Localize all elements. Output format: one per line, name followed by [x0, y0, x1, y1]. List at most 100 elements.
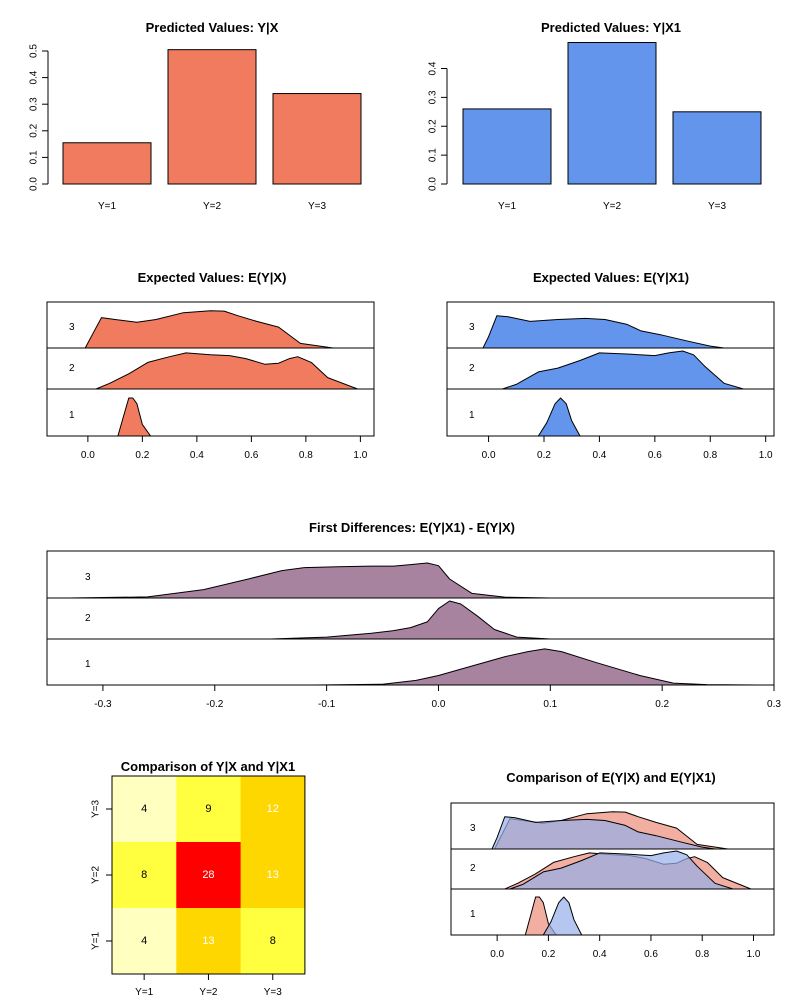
- column-label: Y=1: [135, 987, 154, 998]
- y-tick-label: 0.1: [428, 148, 439, 162]
- x-tick-label: 0.6: [244, 450, 258, 461]
- x-tick-label: 0.0: [81, 450, 95, 461]
- y-tick-label: 0.0: [29, 177, 40, 191]
- table-cell: [240, 908, 306, 975]
- panel-expected-values-y-x: Expected Values: E(Y|X) 3 2 1 0.0 0.2 0.4 0.6 0…: [46, 270, 375, 461]
- y-tick-label: 0.4: [428, 61, 439, 75]
- x-tick-label: 0.0: [432, 699, 446, 710]
- row-label: Y=1: [91, 932, 102, 951]
- ridge-chart-first-differences: 3 2 1 -0.3 -0.2 -0.1 0.0 0.1 0.2 0.3: [46, 550, 781, 710]
- x-category-label: Y=1: [498, 201, 517, 212]
- ridge-label: 3: [69, 322, 75, 333]
- ridge-label: 1: [69, 410, 75, 421]
- density-area-y-x1: [509, 850, 734, 890]
- row-label: Y=2: [91, 866, 102, 885]
- y-tick-label: 0.2: [428, 119, 439, 133]
- x-tick-label: 0.1: [543, 699, 557, 710]
- table-cell: [176, 842, 242, 909]
- y-tick-label: 0.0: [428, 177, 439, 191]
- density-area: [501, 350, 744, 390]
- panel-comparison-table: Comparison of Y|X and Y|X1 4 9 12 8 28 13 4 13 8…: [91, 759, 306, 998]
- density-area: [270, 600, 551, 640]
- chart-title: Comparison of E(Y|X) and E(Y|X1): [506, 770, 716, 785]
- x-tick-label: 0.2: [655, 699, 669, 710]
- heatmap-comparison: 4 9 12 8 28 13 4 13 8 Y=1 Y=2 Y=3 Y=3 Y=2 Y=1: [91, 775, 306, 998]
- density-area: [117, 397, 152, 437]
- cell-value: 13: [202, 935, 214, 947]
- chart-title: Comparison of Y|X and Y|X1: [121, 759, 295, 774]
- density-area: [537, 397, 581, 437]
- ridge-label: 3: [469, 322, 475, 333]
- bar: [462, 108, 552, 185]
- panel-first-differences: First Differences: E(Y|X1) - E(Y|X) 3 2 1 -…: [46, 520, 781, 710]
- ridge-label: 2: [469, 363, 475, 374]
- table-cell: [176, 776, 242, 843]
- cell-value: 4: [141, 935, 147, 947]
- x-category-label: Y=1: [98, 201, 117, 212]
- x-tick-label: 0.2: [541, 949, 555, 960]
- density-area: [482, 315, 725, 349]
- bar-chart-y-x: 0.0 0.1 0.2 0.3 0.4 0.5 Y=1 Y=2 Y=3: [29, 44, 362, 212]
- table-cell: [112, 908, 177, 975]
- x-tick-label: 0.0: [482, 450, 496, 461]
- x-tick-label: 0.8: [299, 450, 313, 461]
- x-tick-label: 0.0: [490, 949, 504, 960]
- y-tick-label: 0.4: [29, 70, 40, 84]
- x-category-label: Y=2: [203, 201, 222, 212]
- x-tick-label: 0.4: [593, 949, 607, 960]
- table-cell: [240, 842, 306, 909]
- ridge-label: 2: [85, 613, 91, 624]
- x-tick-label: 0.2: [135, 450, 149, 461]
- density-area-y-x1: [491, 816, 716, 850]
- chart-title: First Differences: E(Y|X1) - E(Y|X): [309, 520, 515, 535]
- x-tick-label: 1.0: [759, 450, 773, 461]
- x-tick-label: -0.3: [94, 699, 112, 710]
- table-cell: [112, 776, 177, 843]
- panel-expected-values-y-x1: Expected Values: E(Y|X1) 3 2 1 0.0 0.2 0.4 0.6…: [446, 270, 775, 461]
- column-label: Y=3: [264, 987, 283, 998]
- chart-title: Predicted Values: Y|X: [146, 20, 279, 35]
- panel-predicted-values-y-x: Predicted Values: Y|X 0.0 0.1 0.2 0.3 0.4 0.5…: [29, 20, 362, 212]
- x-tick-label: 0.3: [767, 699, 781, 710]
- panel-comparison-expected-values: Comparison of E(Y|X) and E(Y|X1) 3 2 1 0.0 0…: [450, 770, 775, 960]
- ridge-label: 3: [85, 572, 91, 583]
- ridge-chart-comparison: 3 2 1 0.0 0.2 0.4 0.6 0.8 1.0: [450, 802, 775, 960]
- ridge-label: 3: [470, 823, 476, 834]
- x-category-label: Y=3: [708, 201, 727, 212]
- x-tick-label: -0.2: [206, 699, 224, 710]
- panel-predicted-values-y-x1: Predicted Values: Y|X1 0.0 0.1 0.2 0.3 0.4 Y=…: [428, 20, 762, 212]
- table-cell: [240, 776, 306, 843]
- cell-value: 9: [205, 803, 211, 815]
- bar: [167, 49, 257, 185]
- x-tick-label: 0.2: [537, 450, 551, 461]
- x-category-label: Y=3: [308, 201, 327, 212]
- cell-value: 8: [141, 869, 147, 881]
- density-area: [95, 352, 359, 390]
- cell-value: 8: [270, 935, 276, 947]
- table-cell: [112, 842, 177, 909]
- x-tick-label: 0.6: [648, 450, 662, 461]
- x-tick-label: 0.6: [644, 949, 658, 960]
- x-tick-label: 0.4: [592, 450, 606, 461]
- x-tick-label: 1.0: [353, 450, 367, 461]
- ridge-label: 2: [470, 863, 476, 874]
- x-tick-label: 0.8: [695, 949, 709, 960]
- y-tick-label: 0.3: [29, 97, 40, 111]
- chart-title: Expected Values: E(Y|X1): [533, 270, 689, 285]
- ridge-label: 1: [469, 410, 475, 421]
- ridge-chart-y-x1: 3 2 1 0.0 0.2 0.4 0.6 0.8 1.0: [446, 301, 775, 461]
- bar: [272, 93, 362, 185]
- x-tick-label: 0.8: [703, 450, 717, 461]
- y-tick-label: 0.5: [29, 44, 40, 58]
- bar: [672, 111, 762, 185]
- ridge-chart-y-x: 3 2 1 0.0 0.2 0.4 0.6 0.8 1.0: [46, 301, 375, 461]
- density-area: [314, 648, 758, 686]
- row-label: Y=3: [91, 800, 102, 819]
- chart-title: Expected Values: E(Y|X): [138, 270, 287, 285]
- ridge-label: 1: [470, 909, 476, 920]
- column-label: Y=2: [199, 987, 218, 998]
- cell-value: 12: [267, 803, 279, 815]
- density-area: [68, 562, 551, 599]
- y-tick-label: 0.2: [29, 123, 40, 137]
